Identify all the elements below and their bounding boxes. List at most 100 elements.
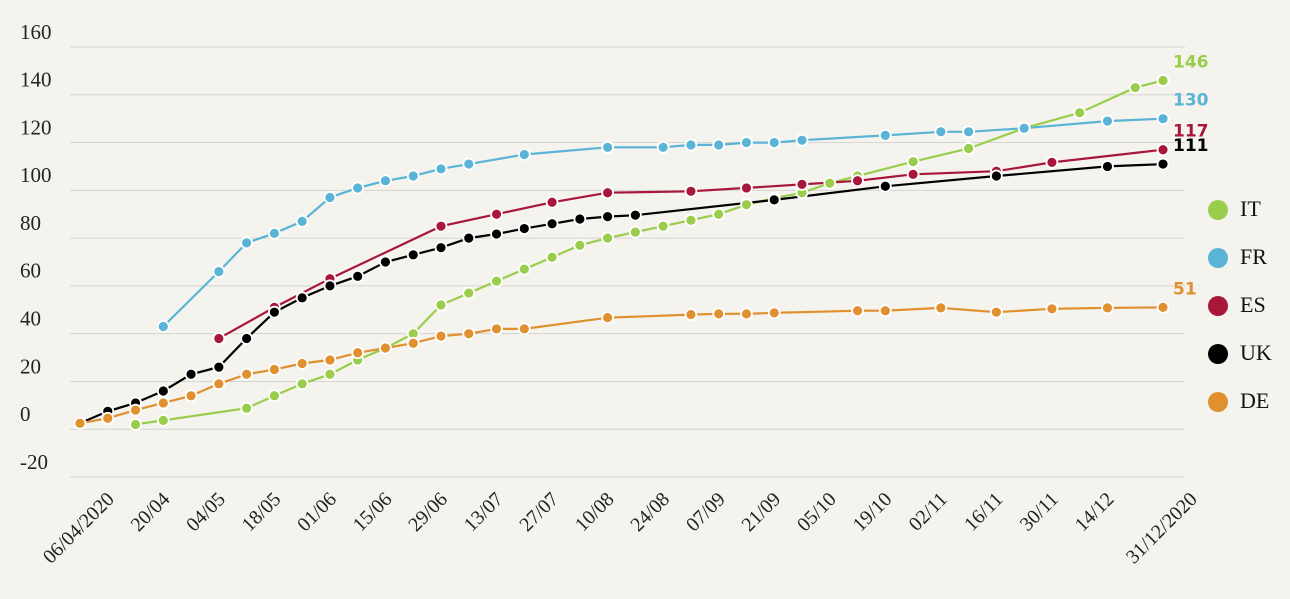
point (1156, 300, 1170, 314)
legend-label: FR (1240, 244, 1267, 269)
point (267, 226, 281, 240)
point (434, 329, 448, 343)
point (934, 301, 948, 315)
point (767, 136, 781, 149)
point (906, 155, 920, 169)
point (434, 219, 448, 233)
point (323, 367, 337, 381)
x-tick-label: 30/11 (1016, 488, 1063, 535)
point (878, 304, 892, 318)
x-tick-label: 14/12 (1071, 488, 1119, 536)
point (406, 336, 420, 350)
point (934, 125, 948, 139)
point (406, 248, 420, 262)
y-tick-label: -20 (20, 450, 48, 474)
y-tick-label: 20 (20, 354, 41, 378)
x-tick-label: 06/04/2020 (39, 488, 119, 568)
point (184, 367, 198, 381)
point (906, 167, 920, 181)
y-tick-label: 60 (20, 259, 41, 283)
point (656, 140, 670, 154)
point (795, 177, 809, 191)
point (1156, 143, 1170, 157)
point (267, 305, 281, 319)
point (490, 274, 503, 288)
x-tick-label: 19/10 (849, 488, 897, 536)
end-value-label: 146 (1173, 52, 1209, 72)
point (823, 176, 837, 190)
point (712, 207, 726, 221)
legend-label: ES (1240, 292, 1266, 317)
point (740, 198, 753, 212)
point (989, 305, 1003, 319)
point (406, 169, 420, 183)
point (517, 148, 531, 161)
x-tick-label: 05/10 (793, 488, 841, 536)
end-value-label: 51 (1173, 279, 1197, 299)
end-value-label: 111 (1173, 136, 1209, 156)
point (712, 307, 726, 321)
point (767, 193, 781, 207)
point (295, 357, 309, 370)
legend-swatch (1208, 200, 1228, 220)
y-tick-label: 80 (20, 211, 41, 235)
point (545, 195, 559, 209)
point (156, 413, 170, 427)
point (156, 396, 170, 410)
point (156, 384, 170, 398)
point (1156, 74, 1170, 87)
point (851, 304, 864, 318)
point (184, 389, 198, 403)
point (212, 265, 226, 278)
point (601, 311, 615, 325)
point (129, 418, 142, 431)
point (712, 138, 726, 152)
point (1101, 301, 1114, 315)
x-tick-label: 10/08 (571, 488, 619, 536)
point (1156, 157, 1170, 171)
x-tick-label: 15/06 (349, 488, 397, 536)
end-value-label: 117 (1173, 122, 1209, 142)
point (212, 360, 226, 374)
legend-label: DE (1240, 388, 1269, 413)
point (462, 157, 476, 171)
point (323, 191, 337, 204)
point (1045, 155, 1059, 169)
point (656, 219, 670, 233)
point (267, 389, 281, 403)
point (323, 353, 337, 367)
legend-swatch (1208, 392, 1228, 412)
point (601, 210, 615, 224)
point (684, 138, 698, 152)
point (462, 231, 476, 245)
point (545, 250, 559, 264)
x-tick-label: 24/08 (626, 488, 674, 536)
point (351, 269, 365, 283)
point (434, 298, 448, 312)
y-tick-label: 40 (20, 306, 41, 330)
y-tick-label: 0 (20, 402, 31, 426)
point (740, 307, 753, 321)
point (73, 416, 87, 430)
point (517, 222, 531, 235)
legend-swatch (1208, 344, 1228, 364)
point (295, 291, 309, 305)
point (295, 214, 309, 228)
point (517, 262, 531, 276)
x-tick-label: 18/05 (238, 488, 286, 536)
point (628, 208, 642, 222)
x-tick-label: 04/05 (182, 488, 230, 536)
x-tick-label: 01/06 (293, 488, 341, 536)
point (1128, 81, 1142, 95)
point (490, 207, 503, 221)
point (379, 174, 392, 188)
point (684, 213, 698, 227)
point (601, 140, 615, 154)
legend-label: UK (1240, 340, 1272, 365)
point (962, 125, 976, 139)
legend-swatch (1208, 296, 1228, 316)
point (989, 169, 1003, 183)
point (351, 181, 365, 195)
point (517, 322, 531, 336)
x-tick-label: 20/04 (127, 488, 175, 536)
